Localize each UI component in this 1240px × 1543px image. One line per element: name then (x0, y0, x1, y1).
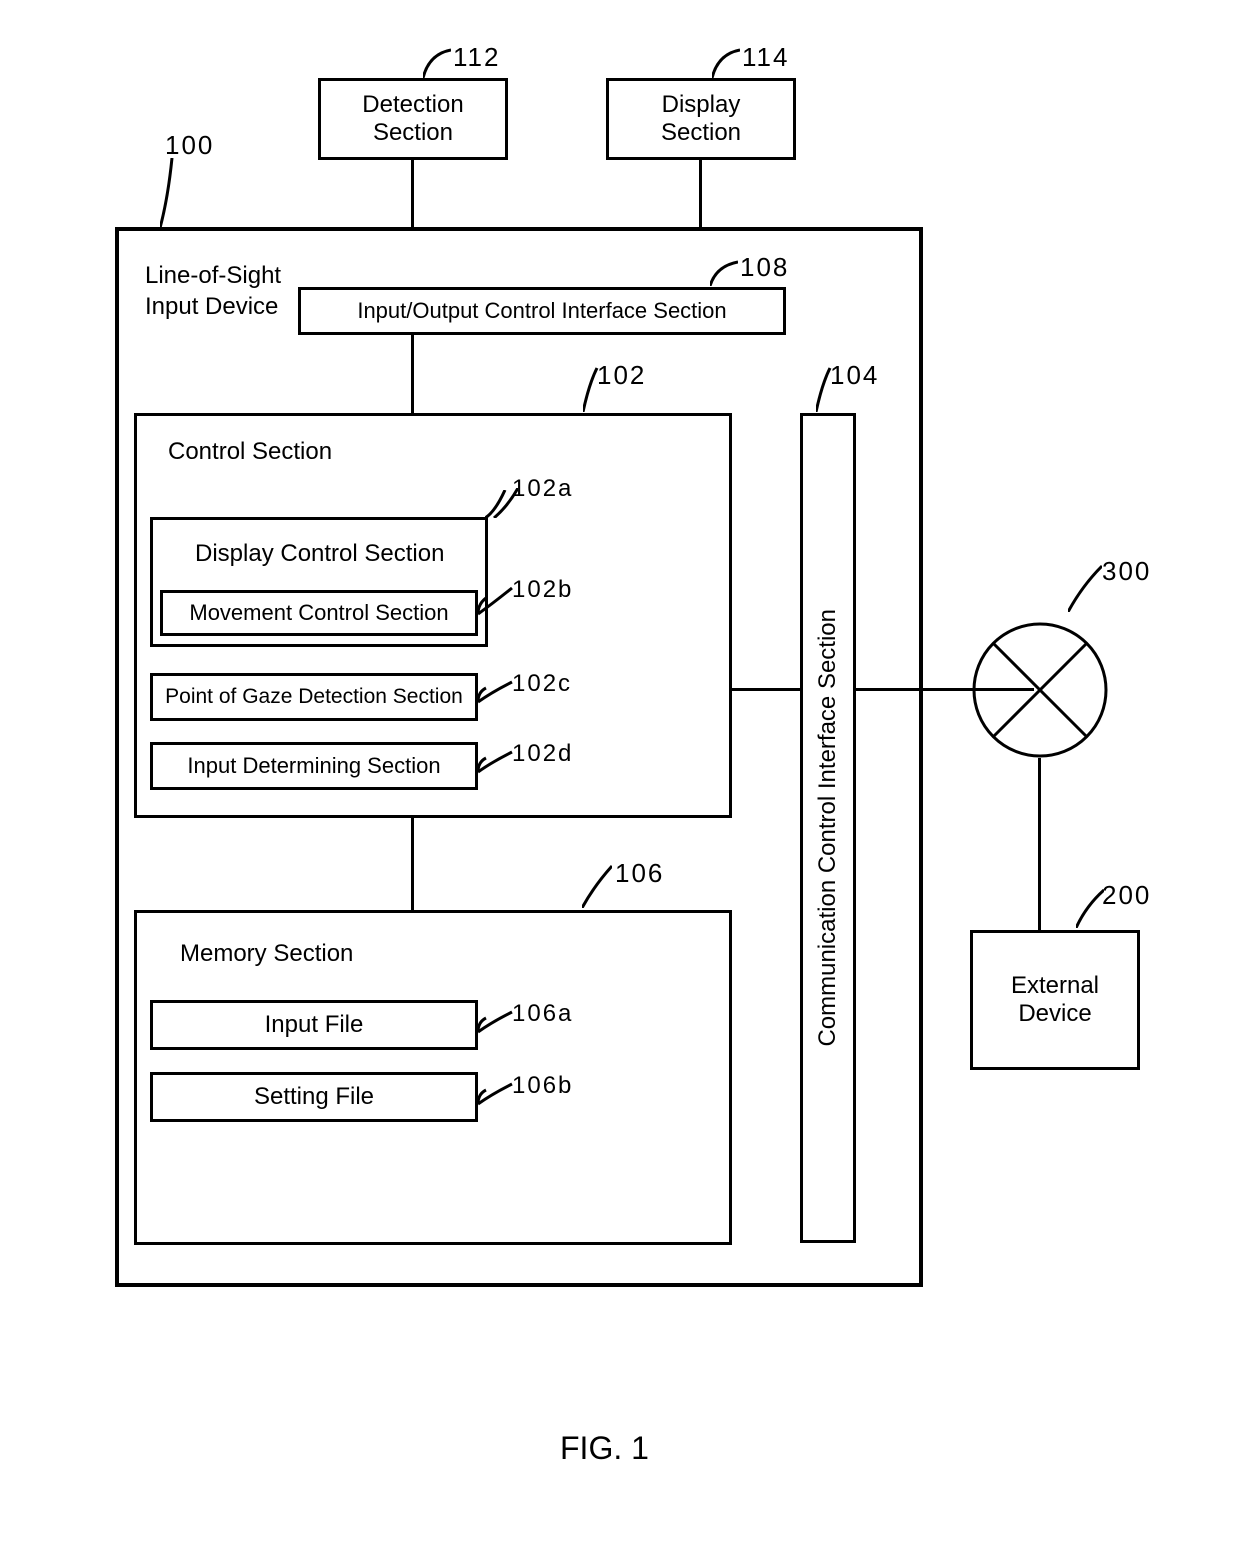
leader-106b (478, 1082, 514, 1106)
leader-108 (710, 256, 738, 286)
ref-300: 300 (1102, 556, 1151, 587)
gaze-detection-box: Point of Gaze Detection Section (150, 673, 478, 721)
leader-106 (582, 862, 612, 908)
conn-io-control (411, 335, 414, 415)
io-control-interface-box: Input/Output Control Interface Section (298, 287, 786, 335)
ref-112: 112 (453, 42, 500, 73)
conn-control-comm (732, 688, 800, 691)
leader-300 (1068, 562, 1102, 612)
leader-104 (816, 364, 832, 412)
external-device-box: External Device (970, 930, 1140, 1070)
display-control-title: Display Control Section (195, 540, 444, 568)
detection-section-box: Detection Section (318, 78, 508, 160)
input-determining-box: Input Determining Section (150, 742, 478, 790)
input-file-box: Input File (150, 1000, 478, 1050)
figure-caption: FIG. 1 (560, 1430, 649, 1467)
movement-control-section-box: Movement Control Section (160, 590, 478, 636)
leader-102b (478, 586, 514, 616)
leader-102 (583, 364, 599, 412)
ref-114: 114 (742, 42, 789, 73)
ref-102b: 102b (512, 576, 573, 604)
conn-network-external (1038, 758, 1041, 930)
ref-102c: 102c (512, 670, 572, 698)
comm-control-label: Communication Control Interface Section (814, 609, 842, 1047)
ref-102a: 102a (512, 475, 573, 503)
control-section-title: Control Section (168, 438, 332, 466)
ref-100: 100 (165, 130, 214, 161)
comm-control-interface-box: Communication Control Interface Section (800, 413, 856, 1243)
ref-106b: 106b (512, 1072, 573, 1100)
ref-102d: 102d (512, 740, 573, 768)
leader-102a-hook (485, 490, 515, 520)
ref-108: 108 (740, 252, 789, 283)
ref-200: 200 (1102, 880, 1151, 911)
device-title: Line-of-Sight Input Device (145, 260, 281, 322)
leader-200 (1076, 886, 1104, 928)
display-section-box: Display Section (606, 78, 796, 160)
leader-112 (423, 44, 451, 78)
leader-102d (478, 750, 514, 774)
leader-114 (712, 44, 740, 78)
conn-control-memory (411, 818, 414, 910)
leader-100 (160, 158, 188, 228)
leader-106a (478, 1010, 514, 1034)
ref-104: 104 (830, 360, 879, 391)
leader-102c (478, 680, 514, 704)
network-icon (970, 620, 1110, 760)
diagram-canvas: 112 114 Detection Section Display Sectio… (0, 0, 1240, 1543)
ref-106a: 106a (512, 1000, 573, 1028)
ref-102: 102 (597, 360, 646, 391)
memory-section-title: Memory Section (180, 940, 353, 968)
setting-file-box: Setting File (150, 1072, 478, 1122)
ref-106: 106 (615, 858, 664, 889)
